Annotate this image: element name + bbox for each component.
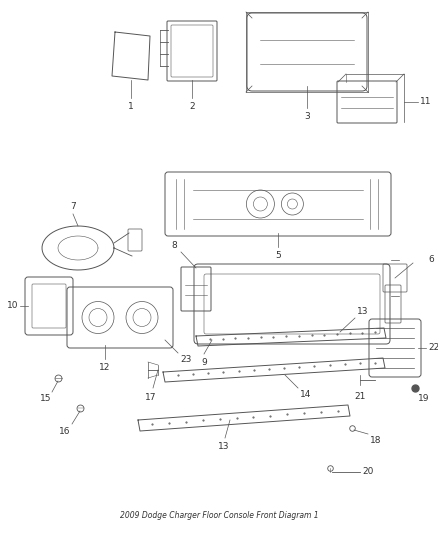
Text: 2009 Dodge Charger Floor Console Front Diagram 1: 2009 Dodge Charger Floor Console Front D…	[120, 511, 318, 520]
Text: 16: 16	[59, 427, 71, 436]
Text: 20: 20	[362, 467, 373, 477]
Text: 22: 22	[428, 343, 438, 352]
Text: 6: 6	[428, 255, 434, 264]
Text: 12: 12	[99, 363, 111, 372]
Text: 11: 11	[420, 98, 431, 107]
Text: 15: 15	[40, 394, 52, 403]
Text: 13: 13	[218, 442, 230, 451]
Text: 14: 14	[300, 390, 311, 399]
Text: 2: 2	[189, 102, 195, 111]
Text: 17: 17	[145, 393, 157, 402]
Text: 21: 21	[354, 392, 366, 401]
Text: 3: 3	[304, 112, 310, 121]
Text: 23: 23	[180, 355, 191, 364]
Text: 10: 10	[7, 302, 18, 311]
Text: 19: 19	[418, 394, 430, 403]
Text: 5: 5	[275, 251, 281, 260]
Text: 18: 18	[370, 436, 381, 445]
Text: 1: 1	[128, 102, 134, 111]
Text: 9: 9	[201, 358, 207, 367]
Text: 13: 13	[357, 307, 368, 316]
Text: 8: 8	[171, 241, 177, 250]
Text: 7: 7	[70, 202, 76, 211]
